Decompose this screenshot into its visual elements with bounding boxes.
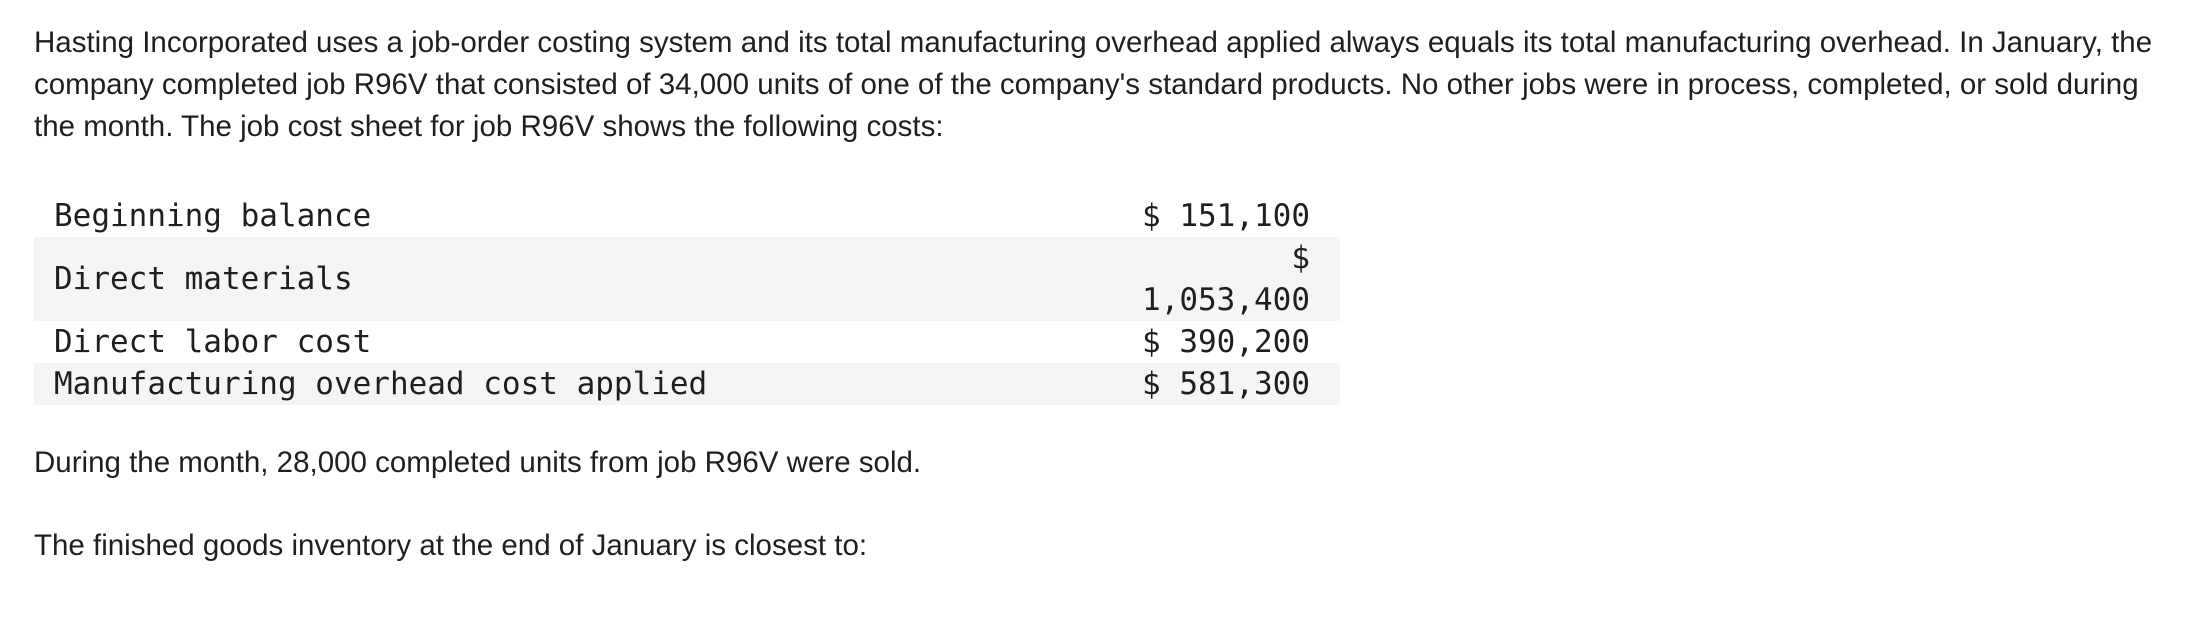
row-label-direct-materials: Direct materials <box>34 237 1110 321</box>
question-text: The finished goods inventory at the end … <box>34 529 868 562</box>
table-row: Manufacturing overhead cost applied $ 58… <box>34 363 1340 405</box>
table-row: Direct materials $ 1,053,400 <box>34 237 1340 321</box>
row-amount-beginning-balance: $ 151,100 <box>1110 195 1340 237</box>
row-amount-direct-materials: $ 1,053,400 <box>1110 237 1340 321</box>
row-label-beginning-balance: Beginning balance <box>34 195 1110 237</box>
problem-intro: Hasting Incorporated uses a job-order co… <box>34 26 2153 143</box>
table-row: Direct labor cost $ 390,200 <box>34 321 1340 363</box>
row-label-overhead-applied: Manufacturing overhead cost applied <box>34 363 1110 405</box>
row-amount-overhead-applied: $ 581,300 <box>1110 363 1340 405</box>
job-cost-sheet-table: Beginning balance $ 151,100 Direct mater… <box>34 195 1340 405</box>
table-row: Beginning balance $ 151,100 <box>34 195 1340 237</box>
amount-currency-symbol: $ <box>1291 240 1310 276</box>
row-label-direct-labor: Direct labor cost <box>34 321 1110 363</box>
amount-value: 1,053,400 <box>1142 282 1310 318</box>
row-amount-direct-labor: $ 390,200 <box>1110 321 1340 363</box>
units-sold-text: During the month, 28,000 completed units… <box>34 446 922 479</box>
